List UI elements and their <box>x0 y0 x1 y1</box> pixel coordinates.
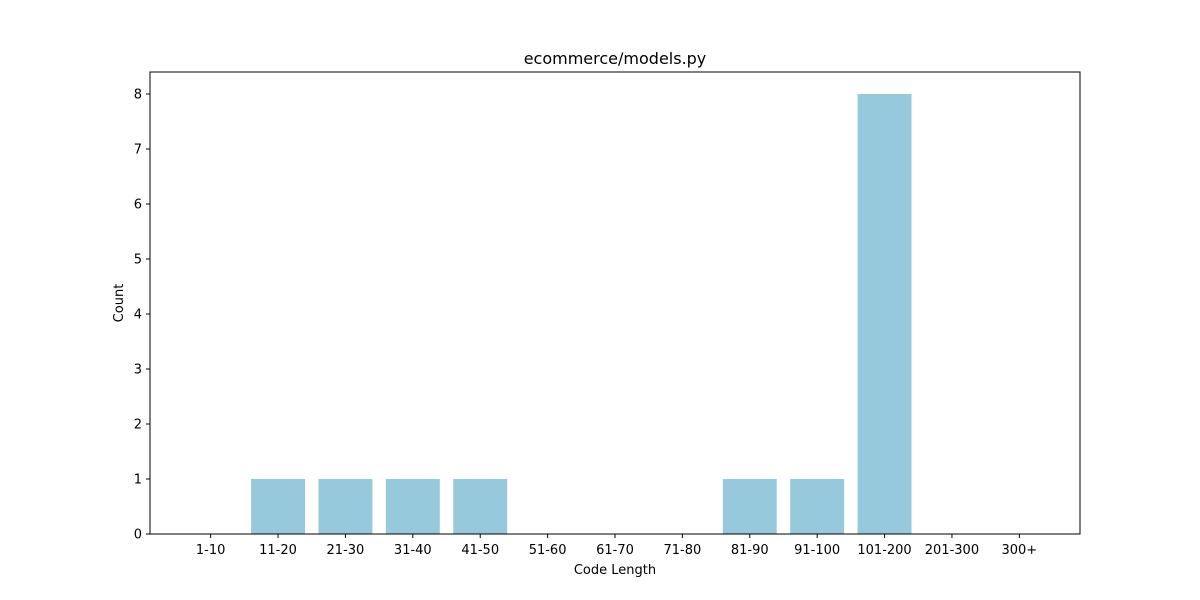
y-tick-label: 2 <box>134 418 142 433</box>
bars-layer <box>251 94 912 534</box>
bar-91-100 <box>790 479 845 534</box>
y-tick-label: 1 <box>134 473 142 488</box>
y-axis-label: Count <box>112 284 127 323</box>
y-tick-label: 4 <box>134 308 142 323</box>
x-tick-label: 1-10 <box>196 543 226 558</box>
y-axis-ticks: 0 1 2 3 4 5 6 7 8 <box>134 88 150 543</box>
y-tick-label: 0 <box>134 528 142 543</box>
chart-title: ecommerce/models.py <box>524 49 707 68</box>
x-tick-label: 41-50 <box>461 543 499 558</box>
y-tick-label: 6 <box>134 198 142 213</box>
x-tick-label: 61-70 <box>596 543 634 558</box>
x-tick-label: 11-20 <box>259 543 297 558</box>
bar-31-40 <box>385 479 440 534</box>
plot-frame <box>149 71 1081 535</box>
bar-81-90 <box>722 479 777 534</box>
x-tick-label: 71-80 <box>664 543 702 558</box>
x-tick-label: 31-40 <box>394 543 432 558</box>
x-tick-label: 21-30 <box>327 543 365 558</box>
y-tick-label: 8 <box>134 88 142 103</box>
x-tick-label: 51-60 <box>529 543 567 558</box>
x-axis-ticks: 1-10 11-20 21-30 31-40 41-50 51-60 61-70 71-80 8… <box>196 534 1037 558</box>
x-tick-label: 201-300 <box>925 543 979 558</box>
x-axis-label: Code Length <box>574 563 656 578</box>
x-tick-label: 91-100 <box>794 543 840 558</box>
x-tick-label: 300+ <box>1001 543 1037 558</box>
bar-41-50 <box>453 479 508 534</box>
y-tick-label: 5 <box>134 253 142 268</box>
bar-11-20 <box>251 479 305 534</box>
bar-21-30 <box>318 479 373 534</box>
x-tick-label: 101-200 <box>857 543 911 558</box>
y-tick-label: 3 <box>134 363 142 378</box>
y-tick-label: 7 <box>134 143 142 158</box>
x-tick-label: 81-90 <box>731 543 769 558</box>
bar-101-200 <box>857 94 912 534</box>
